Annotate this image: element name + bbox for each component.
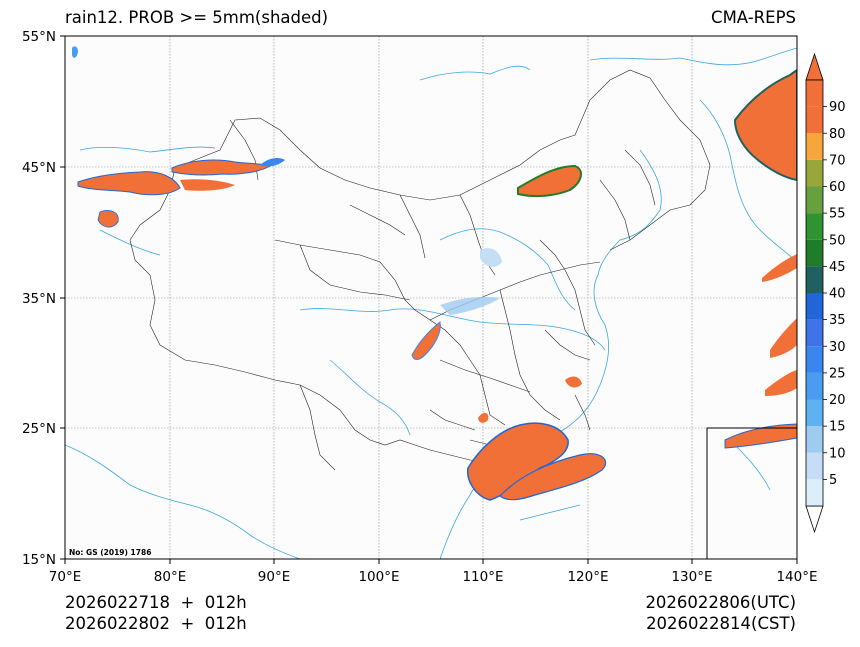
coastlines-and-rivers xyxy=(65,47,797,559)
lon-label: 100°E xyxy=(358,569,399,585)
gridlines xyxy=(65,36,797,559)
colorbar-label: 90 xyxy=(829,100,846,115)
colorbar-label: 20 xyxy=(829,393,846,408)
lon-label: 130°E xyxy=(671,569,712,585)
lon-label: 90°E xyxy=(258,569,290,585)
shaded-area xyxy=(180,179,235,191)
shaded-area xyxy=(411,321,441,360)
init-time-block: 2026022718 + 012h 2026022802 + 012h xyxy=(65,592,247,634)
valid-time-utc: 2026022806(UTC) xyxy=(645,593,796,612)
lat-label: 25°N xyxy=(22,421,56,437)
colorbar-segment xyxy=(806,399,823,427)
colorbar-label: 80 xyxy=(829,127,846,142)
lon-label: 70°E xyxy=(49,569,81,585)
map-approval-number: No: GS (2019) 1786 xyxy=(69,548,151,557)
colorbar-segment xyxy=(806,133,823,160)
light-shaded-area xyxy=(72,46,78,58)
colorbar-segment xyxy=(806,372,823,400)
colorbar-segment xyxy=(806,479,823,506)
south-china-sea-inset xyxy=(706,427,797,559)
colorbar-label: 10 xyxy=(829,446,846,461)
shaded-area xyxy=(97,210,119,228)
probability-shading xyxy=(72,46,797,501)
colorbar-label: 55 xyxy=(829,207,846,222)
colorbar-label: 60 xyxy=(829,180,846,195)
model-name: CMA-REPS xyxy=(711,8,796,27)
lat-label: 45°N xyxy=(22,160,56,176)
axis-ticks xyxy=(60,35,798,564)
colorbar-segment xyxy=(806,293,823,320)
colorbar-segment xyxy=(806,346,823,373)
longitude-labels: 70°E 80°E 90°E 100°E 110°E 120°E 130°E 1… xyxy=(49,569,818,585)
colorbar-label: 25 xyxy=(829,366,846,381)
colorbar-segment xyxy=(806,213,823,240)
colorbar-label: 50 xyxy=(829,233,846,248)
colorbar-segment xyxy=(806,80,823,107)
boundaries xyxy=(129,69,711,471)
init-time-utc: 2026022718 + 012h xyxy=(65,593,247,612)
lon-label: 110°E xyxy=(462,569,503,585)
colorbar-label: 35 xyxy=(829,313,846,328)
shaded-area xyxy=(770,318,797,358)
shaded-area xyxy=(724,423,797,449)
shaded-area xyxy=(467,422,569,501)
colorbar-label: 40 xyxy=(829,287,846,302)
shaded-area xyxy=(733,68,797,182)
colorbar-segment xyxy=(806,106,823,134)
colorbar-label: 5 xyxy=(829,473,837,488)
colorbar: 5 10 15 20 25 30 35 40 45 50 55 60 70 80 90 xyxy=(805,52,846,534)
shaded-area xyxy=(517,164,582,198)
lat-label: 15°N xyxy=(22,552,56,568)
colorbar-extend-max xyxy=(805,52,824,81)
light-shaded-area xyxy=(480,248,502,267)
colorbar-segment xyxy=(806,452,823,480)
valid-time-block: 2026022806(UTC) 2026022814(CST) xyxy=(645,592,796,634)
colorbar-segment xyxy=(806,186,823,214)
colorbar-label: 30 xyxy=(829,340,846,355)
colorbar-label: 45 xyxy=(829,260,846,275)
colorbar-segment xyxy=(806,266,823,293)
colorbar-segment xyxy=(806,426,823,453)
lon-label: 120°E xyxy=(567,569,608,585)
latitude-labels: 55°N 45°N 35°N 25°N 15°N xyxy=(22,29,56,568)
colorbar-segment xyxy=(806,239,823,267)
shaded-area xyxy=(77,171,181,196)
shaded-area xyxy=(478,412,489,423)
colorbar-segment xyxy=(806,319,823,347)
init-time-cst: 2026022802 + 012h xyxy=(65,614,247,633)
shaded-area xyxy=(762,254,797,282)
colorbar-label: 70 xyxy=(829,153,846,168)
lat-label: 55°N xyxy=(22,29,56,45)
light-shaded-area xyxy=(440,296,500,315)
light-shaded-area xyxy=(260,157,285,167)
valid-time-cst: 2026022814(CST) xyxy=(646,614,796,633)
lat-label: 35°N xyxy=(22,291,56,307)
shaded-area xyxy=(765,370,797,396)
lon-label: 140°E xyxy=(776,569,817,585)
shaded-area xyxy=(499,453,607,501)
map-title: rain12. PROB >= 5mm(shaded) xyxy=(65,8,329,27)
colorbar-extend-min xyxy=(805,505,824,534)
lon-label: 80°E xyxy=(154,569,186,585)
colorbar-label: 15 xyxy=(829,420,846,435)
colorbar-segment xyxy=(806,159,823,187)
shaded-area xyxy=(565,376,582,388)
map-background xyxy=(65,36,797,559)
